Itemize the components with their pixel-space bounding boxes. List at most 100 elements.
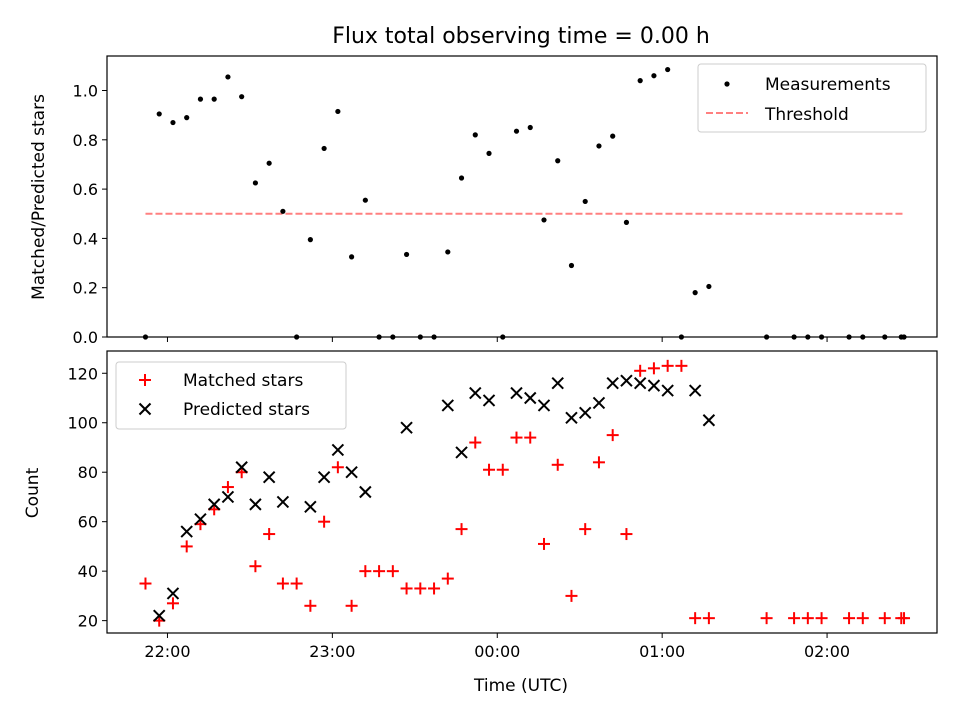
predicted-point-b [482,394,496,407]
predicted-point-b [702,414,716,427]
measurement-point [527,124,533,131]
predicted-point [510,386,523,400]
bottom-axes-frame [106,350,938,634]
bottom-ylabel: Count [23,467,43,518]
matched-point [565,589,578,602]
matched-point [801,612,814,625]
predicted-point [482,394,496,407]
matched-point [496,463,509,476]
predicted-point-b [221,490,235,504]
matched-point [606,429,619,442]
predicted-point [579,406,592,420]
bottom-legend: Matched stars Predicted stars [115,361,347,430]
matched-point [537,537,550,550]
measurement-point [266,160,272,166]
predicted-point-b [579,406,592,420]
predicted-point [249,498,262,511]
measurement-point [541,217,547,223]
matched-point [878,612,891,625]
y-tick-label: 40 [78,562,98,581]
predicted-point [262,470,276,484]
measurement-point [156,111,162,117]
predicted-point-b [647,379,661,392]
matched-point [551,458,564,471]
y-tick-label: 0.6 [73,180,98,199]
matched-point [180,540,193,553]
predicted-point [276,495,290,509]
measurement-point [651,73,657,79]
matched-point [898,612,911,625]
matched-point [843,612,856,625]
measurement-point [335,108,341,115]
predicted-point-b [345,466,358,479]
matched-point [675,359,688,372]
measurement-point [582,198,588,205]
predicted-point [620,374,633,387]
predicted-point-b [565,411,578,424]
measurement-point [211,96,217,102]
top-axes-content: 0.0 0.2 0.4 0.6 0.8 1.0 [73,66,907,347]
predicted-point [565,411,578,424]
predicted-point [688,384,702,397]
top-panel: Matched/Predicted stars 0.0 0.2 0.4 0.6 0.8 1… [29,55,938,347]
predicted-point [537,399,551,412]
matched-point [359,565,372,578]
matched-point [592,456,605,469]
matched-point [400,582,413,595]
predicted-point-b [537,399,551,412]
matched-point [661,359,674,372]
predicted-point-b [317,470,331,484]
measurement-point [280,208,286,214]
y-tick-label: 60 [78,513,98,532]
measurement-point [706,283,712,290]
measurement-point [472,132,478,138]
matched-point [702,612,715,625]
predicted-point [235,461,248,474]
predicted-point [647,379,661,392]
matched-point [139,577,152,590]
predicted-point [702,414,716,427]
predicted-point [207,498,221,511]
predicted-point-b [180,525,193,538]
predicted-point [661,384,674,397]
top-ylabel: Matched/Predicted stars [29,94,49,300]
matched-point [524,431,537,444]
measurement-point [486,150,492,156]
x-tick-label: 23:00 [309,642,355,661]
legend-measurement-dot-icon [724,81,730,87]
bottom-legend-box [115,361,347,430]
predicted-point-b [400,421,413,434]
measurement-point [403,251,410,258]
measurement-point [170,119,176,126]
matched-point [331,461,344,474]
measurement-point [623,219,630,225]
matched-point [345,599,358,612]
measurement-point [362,197,368,203]
predicted-point-b [510,386,523,400]
top-legend-box [697,63,927,133]
matched-point [760,612,773,625]
matched-point [788,612,801,625]
predicted-point-b [688,384,702,397]
matched-point [304,599,317,612]
matched-point [856,612,869,625]
predicted-point-b [524,391,537,405]
matched-point [510,431,523,444]
y-tick-label: 1.0 [73,82,98,101]
predicted-point-b [620,374,633,387]
predicted-point-b [606,376,619,390]
bottom-axes-content: 20 40 60 80 100 120 22:00 23:00 00:00 01:00 02:00 [67,359,911,661]
predicted-point-b [207,498,221,511]
predicted-point [166,587,180,600]
y-tick-label: 0.4 [73,229,98,248]
predicted-point-b [153,609,166,622]
measurement-point [252,180,259,186]
predicted-point [359,485,372,499]
predicted-point-b [194,513,207,526]
predicted-point-b [359,485,372,499]
x-tick-label: 02:00 [804,642,850,661]
predicted-point [180,525,193,538]
predicted-point [633,376,647,390]
predicted-point-b [166,587,180,600]
